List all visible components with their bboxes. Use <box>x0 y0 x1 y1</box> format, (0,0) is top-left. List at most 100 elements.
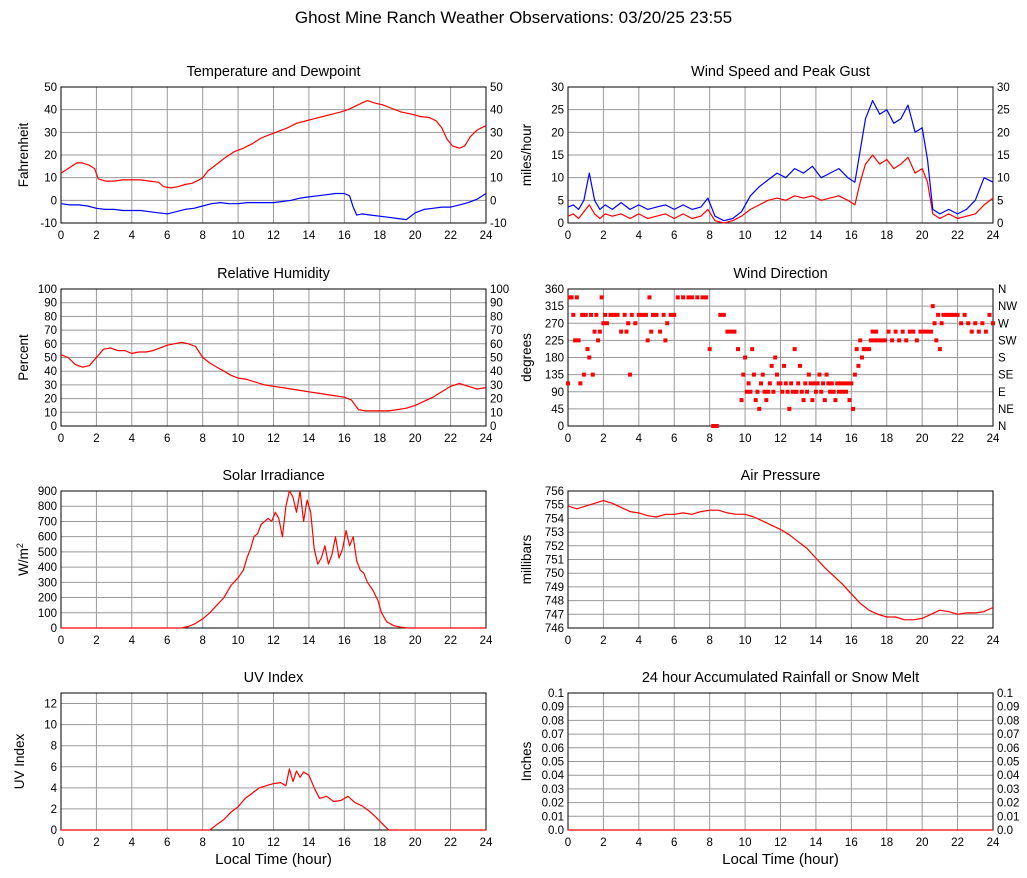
data-point <box>952 312 957 317</box>
x-tick-label: 6 <box>164 230 170 242</box>
x-tick-label: 12 <box>267 837 280 849</box>
y-axis-label: millibars <box>519 535 534 585</box>
data-point <box>794 389 799 394</box>
y-tick-label: 45 <box>551 404 564 416</box>
data-point <box>711 424 716 428</box>
data-point <box>925 329 930 334</box>
x-tick-label: 8 <box>706 433 712 445</box>
data-point <box>805 389 810 394</box>
y-tick-label: 747 <box>545 609 564 621</box>
data-point <box>847 398 852 403</box>
y-tick-label: 12 <box>44 699 57 711</box>
data-point <box>817 372 822 377</box>
y-tick-label: 0.09 <box>542 702 564 714</box>
data-point <box>783 381 788 386</box>
x-tick-label: 18 <box>880 433 893 445</box>
chart-title: Wind Speed and Peak Gust <box>691 64 870 80</box>
y-tick-label: 748 <box>545 596 564 608</box>
x-tick-label: 2 <box>93 433 99 445</box>
x-tick-label: 8 <box>706 635 712 647</box>
data-point <box>987 312 992 317</box>
data-point <box>980 321 985 326</box>
series-line <box>567 500 994 621</box>
data-point <box>661 312 666 317</box>
y-tick-label: 20 <box>551 127 564 139</box>
x-tick-label: 2 <box>93 837 99 849</box>
y-tick-label-right: 0.09 <box>997 702 1019 714</box>
x-tick-label: 24 <box>480 230 493 242</box>
y-tick-label: 40 <box>44 366 57 378</box>
data-point <box>897 338 902 343</box>
series-line <box>61 490 486 629</box>
x-tick-label: 10 <box>232 433 245 445</box>
y-tick-label: 746 <box>545 623 564 635</box>
data-point <box>932 321 937 326</box>
chart-title: Relative Humidity <box>217 266 331 282</box>
data-point <box>636 312 641 317</box>
x-axis-label: Local Time (hour) <box>722 851 839 868</box>
data-point <box>760 372 765 377</box>
y-tick-label-right: 0 <box>490 421 496 433</box>
plot-frame <box>60 692 487 831</box>
x-tick-label: 12 <box>774 433 787 445</box>
y-tick-label-right: 10 <box>490 173 503 185</box>
data-point <box>658 329 663 334</box>
data-point <box>596 338 601 343</box>
data-point <box>813 389 818 394</box>
y-tick-label: 100 <box>38 608 57 620</box>
data-point <box>629 312 634 317</box>
x-tick-label: 14 <box>303 433 316 445</box>
data-point <box>852 372 857 377</box>
y-tick-label: -10 <box>40 218 57 230</box>
data-point <box>792 347 797 352</box>
data-point <box>870 329 875 334</box>
y-tick-label: 8 <box>51 741 57 753</box>
x-tick-label: 10 <box>739 230 752 242</box>
y-tick-label-right: 15 <box>997 150 1010 162</box>
data-point <box>854 347 859 352</box>
y-tick-label: 15 <box>551 150 564 162</box>
data-point <box>939 321 944 326</box>
data-point <box>948 312 953 317</box>
x-tick-label: 12 <box>267 433 280 445</box>
x-tick-label: 14 <box>810 837 823 849</box>
data-point <box>867 347 872 352</box>
data-point <box>944 312 949 317</box>
data-point <box>799 389 804 394</box>
x-tick-label: 20 <box>916 433 929 445</box>
y-tick-label: 0.03 <box>542 784 564 796</box>
y-tick-label-right: 20 <box>490 150 503 162</box>
compass-tick-label: SE <box>998 370 1014 382</box>
data-point <box>810 398 815 403</box>
y-tick-label: 200 <box>38 593 57 605</box>
x-tick-label: 2 <box>600 433 606 445</box>
x-tick-label: 0 <box>58 230 64 242</box>
data-point <box>622 312 627 317</box>
data-point <box>672 312 677 317</box>
x-tick-label: 20 <box>916 837 929 849</box>
data-point <box>580 312 585 317</box>
data-point <box>695 295 700 300</box>
data-point <box>743 355 748 360</box>
data-point <box>941 312 946 317</box>
data-point <box>689 295 694 300</box>
data-point <box>627 372 632 377</box>
data-point <box>780 389 785 394</box>
data-point <box>583 312 588 317</box>
data-point <box>750 347 755 352</box>
data-point <box>778 381 783 386</box>
x-tick-label: 0 <box>565 433 571 445</box>
y-tick-label: 0 <box>558 218 564 230</box>
data-point <box>573 338 578 343</box>
data-point <box>844 389 849 394</box>
data-point <box>886 329 891 334</box>
data-point <box>739 398 744 403</box>
plot-frame <box>567 86 994 224</box>
data-point <box>601 321 606 326</box>
x-tick-label: 20 <box>409 837 422 849</box>
x-tick-label: 24 <box>480 635 493 647</box>
data-point <box>808 381 813 386</box>
y-tick-label: 0.02 <box>542 798 564 810</box>
data-point <box>585 347 590 352</box>
